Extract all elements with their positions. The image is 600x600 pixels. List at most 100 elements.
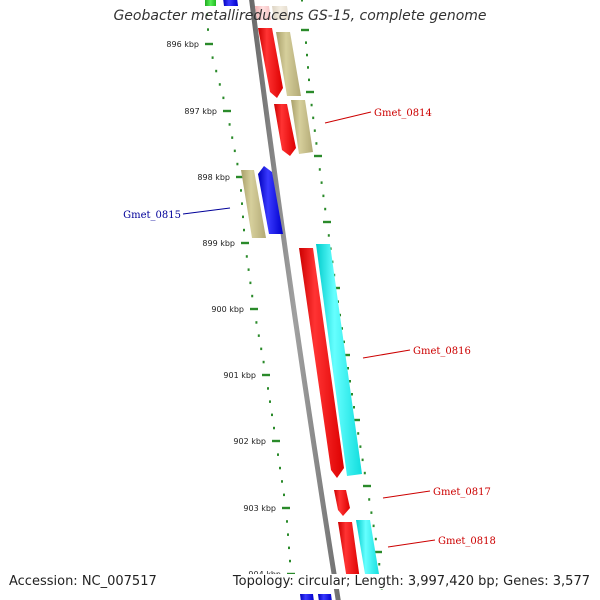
scale-dot <box>347 367 349 370</box>
scale-dot <box>231 136 234 139</box>
scale-dot <box>343 340 345 344</box>
scale-dot <box>236 162 239 166</box>
ring-major-tick <box>301 28 309 32</box>
scale-dot <box>288 546 290 550</box>
scale-dot <box>308 78 310 82</box>
genome-stats-text: Topology: circular; Length: 3,997,420 bp… <box>229 574 590 589</box>
gene-blue-0815 <box>258 166 283 234</box>
gene-label-leader <box>387 539 436 548</box>
ring-major-tick <box>306 90 314 94</box>
scale-dot <box>339 313 341 317</box>
gene-label: Gmet_0814 <box>374 108 432 119</box>
gene-label-leader <box>362 349 411 359</box>
scale-dot <box>267 387 269 390</box>
gene-label: Gmet_0818 <box>438 536 496 547</box>
gene-label: Gmet_0817 <box>433 487 491 498</box>
gene-label: Gmet_0816 <box>413 346 471 357</box>
scale-dot <box>279 466 281 470</box>
gene-pink-top <box>255 6 271 20</box>
ring-major-tick <box>342 353 350 357</box>
scale-dot <box>243 228 245 232</box>
scale-dot <box>277 453 279 456</box>
gene-cyan-0818 <box>356 520 380 580</box>
scale-major-tick <box>241 241 249 245</box>
scale-major-tick <box>272 439 280 443</box>
scale-dot <box>349 380 351 383</box>
scale-dot <box>245 255 248 258</box>
ring-major-tick <box>363 484 371 488</box>
scale-dot <box>206 13 208 17</box>
scale-label: 902 kbp <box>233 437 266 446</box>
scale-label: 900 kbp <box>211 305 244 314</box>
scale-dot <box>211 56 214 59</box>
scale-dot <box>281 480 283 483</box>
scale-dot <box>306 53 308 57</box>
scale-major-tick <box>282 506 290 510</box>
scale-dot <box>241 202 243 205</box>
scale-dot <box>255 321 258 324</box>
scale-dot <box>324 207 327 211</box>
scale-label: 899 kbp <box>202 239 235 248</box>
scale-dot <box>305 41 307 44</box>
scale-dot <box>307 66 309 69</box>
scale-dot <box>262 360 265 364</box>
scale-label: 903 kbp <box>243 504 276 513</box>
scale-label: 898 kbp <box>197 173 230 182</box>
scale-dot <box>283 493 285 497</box>
scale-dot <box>240 189 242 192</box>
scale-dot <box>287 533 289 536</box>
scale-dot <box>310 103 313 107</box>
scale-dot <box>215 69 218 73</box>
scale-dot <box>251 294 254 298</box>
scale-dot <box>374 537 377 541</box>
scale-dot <box>218 83 221 86</box>
scale-dot <box>273 426 275 430</box>
scale-dot <box>378 563 381 566</box>
gene-red-0814 <box>274 104 296 156</box>
gene-tan-0814 <box>291 100 313 154</box>
scale-dot <box>233 149 236 153</box>
scale-dot <box>247 268 250 271</box>
scale-dot <box>257 334 260 337</box>
gene-wheat-top <box>272 6 289 20</box>
scale-dot <box>368 498 371 501</box>
gene-green-top <box>205 0 216 6</box>
scale-dot <box>357 432 360 435</box>
ring-major-tick <box>323 220 331 224</box>
scale-dot <box>313 129 316 132</box>
scale-dot <box>242 215 244 219</box>
genome-title: Geobacter metallireducens GS-15, complet… <box>113 8 487 24</box>
scale-dot <box>312 116 315 120</box>
ring-major-tick <box>314 154 322 158</box>
scale-dot <box>320 181 323 184</box>
gene-cyan-0816 <box>316 244 362 476</box>
scale-dot <box>361 458 364 462</box>
gene-label-leader <box>182 207 231 215</box>
scale-label: 901 kbp <box>223 371 256 380</box>
scale-dot <box>351 393 353 396</box>
scale-dot <box>286 520 288 523</box>
scale-dot <box>353 406 355 409</box>
gene-red-0816 <box>299 248 344 478</box>
scale-dot <box>322 194 325 198</box>
scale-dot <box>222 96 225 100</box>
ring-major-tick <box>374 550 382 554</box>
gene-tan-0815 <box>241 170 266 238</box>
gene-red-0813 <box>258 28 283 98</box>
accession-text: Accession: NC_007517 <box>9 574 157 589</box>
scale-dot <box>301 0 303 2</box>
scale-dot <box>315 142 318 145</box>
gene-red-0817 <box>334 490 350 516</box>
scale-dot <box>228 123 231 126</box>
scale-dot <box>260 347 263 351</box>
scale-label: 896 kbp <box>166 40 199 49</box>
scale-dot <box>372 524 375 528</box>
gene-red-0818 <box>338 522 360 580</box>
scale-dot <box>359 445 362 448</box>
ring-major-tick <box>352 418 360 422</box>
scale-dot <box>249 281 252 285</box>
scale-label: 897 kbp <box>184 107 217 116</box>
gene-blue-bottom <box>300 594 314 600</box>
scale-dot <box>363 471 366 475</box>
